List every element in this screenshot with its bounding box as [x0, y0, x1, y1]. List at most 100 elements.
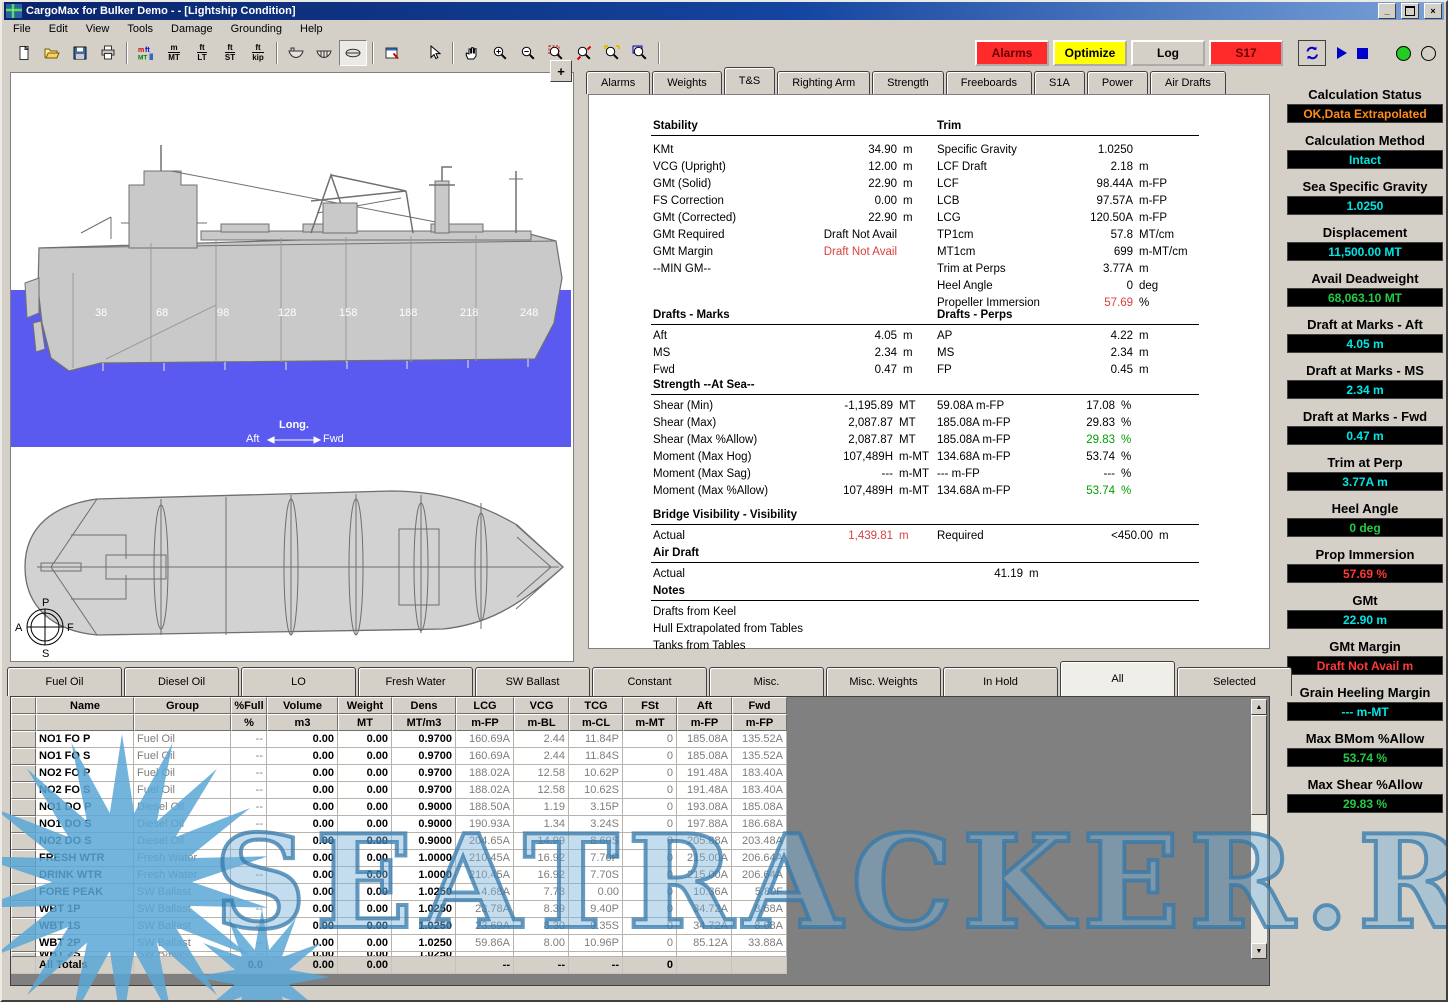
tank-row-wbt-1s[interactable]: WBT 1S SW Ballast -- 0.00 0.00 1.0250 23.69A 8.…: [11, 918, 1269, 935]
tank-tab-fuel-oil[interactable]: Fuel Oil: [7, 667, 122, 696]
scroll-thumb[interactable]: [1251, 715, 1267, 815]
sync-button[interactable]: [1298, 40, 1326, 66]
indicator-draft-at-marks-aft: Draft at Marks - Aft 4.05 m: [1287, 317, 1443, 353]
fwd-label: Fwd: [323, 433, 344, 445]
zoom-in-button[interactable]: [487, 41, 513, 65]
tab-righting-arm[interactable]: Righting Arm: [777, 71, 871, 94]
minimize-button[interactable]: _: [1378, 3, 1396, 19]
tank-tab-all[interactable]: All: [1060, 661, 1175, 696]
tank-row-no2-fo-p[interactable]: NO2 FO P Fuel Oil -- 0.00 0.00 0.9700 188.02A 1…: [11, 765, 1269, 782]
frame-label-158: 158: [339, 307, 358, 319]
tab-air-drafts[interactable]: Air Drafts: [1150, 71, 1226, 94]
tank-tab-constant[interactable]: Constant: [592, 667, 707, 696]
tank-row-no1-fo-p[interactable]: NO1 FO P Fuel Oil -- 0.00 0.00 0.9700 160.69A 2…: [11, 731, 1269, 748]
menu-edit[interactable]: Edit: [48, 23, 68, 35]
tank-tab-in-hold[interactable]: In Hold: [943, 667, 1058, 696]
frame-label-218: 218: [460, 307, 479, 319]
tank-row-wbt-2p[interactable]: WBT 2P SW Ballast -- 0.00 0.00 1.0250 59.86A 8.…: [11, 935, 1269, 952]
indicator-value: Intact: [1287, 150, 1443, 169]
zoom-out-button[interactable]: [515, 41, 541, 65]
tank-tab-misc-weights[interactable]: Misc. Weights: [826, 667, 941, 696]
menu-damage[interactable]: Damage: [171, 23, 213, 35]
tab-alarms[interactable]: Alarms: [586, 71, 651, 94]
plan-view-button[interactable]: [339, 40, 367, 66]
pointer-button[interactable]: [421, 41, 447, 65]
maximize-button[interactable]: [1401, 3, 1419, 19]
section-header: Trim: [937, 120, 962, 132]
menu-view[interactable]: View: [85, 23, 110, 35]
tank-tab-sw-ballast[interactable]: SW Ballast: [475, 667, 590, 696]
tank-tab-selected[interactable]: Selected: [1177, 667, 1292, 696]
section-header: Drafts - Perps: [937, 309, 1013, 321]
compass-rose: P S A F: [15, 597, 74, 659]
bridge-visibility-row: Actual 1,439.81 m Required <450.00 m: [653, 529, 1169, 542]
tank-row-wbt-1p[interactable]: WBT 1P SW Ballast -- 0.00 0.00 1.0250 23.78A 8.…: [11, 901, 1269, 918]
zoom-previous-button[interactable]: [599, 41, 625, 65]
tab-freeboards[interactable]: Freeboards: [945, 71, 1033, 94]
zoom-dynamic-icon: [576, 45, 592, 61]
unit-ft-LT-button[interactable]: ft LT: [189, 41, 215, 65]
vertical-scrollbar[interactable]: ▲ ▼: [1251, 699, 1267, 959]
tank-row-fore-peak[interactable]: FORE PEAK SW Ballast -- 0.00 0.00 1.0250 4.68A…: [11, 884, 1269, 901]
indicator-max-bmom-allow: Max BMom %Allow 53.74 %: [1287, 731, 1443, 767]
log-button[interactable]: Log: [1131, 40, 1205, 66]
tab-s1a[interactable]: S1A: [1034, 71, 1085, 94]
open-file-button[interactable]: [39, 41, 65, 65]
tank-row-no2-do-s[interactable]: NO2 DO S Diesel Oil -- 0.00 0.00 0.9000 204.65…: [11, 833, 1269, 850]
tank-row-no1-do-s[interactable]: NO1 DO S Diesel Oil -- 0.00 0.00 0.9000 190.93…: [11, 816, 1269, 833]
report-button[interactable]: [379, 41, 405, 65]
pointer-icon: [430, 45, 442, 60]
close-button[interactable]: ×: [1424, 3, 1442, 19]
section-divider: [651, 324, 1199, 325]
pan-button[interactable]: [459, 41, 485, 65]
alarms-button[interactable]: Alarms: [975, 40, 1049, 66]
zoom-dynamic-button[interactable]: [571, 41, 597, 65]
ship-view-panel[interactable]: P S A F 38 68 98 128 158 188 218 248 Long. Aft …: [10, 72, 574, 662]
tank-row-fresh-wtr[interactable]: FRESH WTR Fresh Water -- 0.00 0.00 1.0000 210.…: [11, 850, 1269, 867]
tank-row-drink-wtr[interactable]: DRINK WTR Fresh Water -- 0.00 0.00 1.0000 210.…: [11, 867, 1269, 884]
menu-help[interactable]: Help: [300, 23, 323, 35]
led-off-icon: [1421, 45, 1436, 61]
tab-weights[interactable]: Weights: [652, 71, 722, 94]
zoom-window-button[interactable]: [627, 41, 653, 65]
tank-tab-diesel-oil[interactable]: Diesel Oil: [124, 667, 239, 696]
scroll-down-button[interactable]: ▼: [1251, 943, 1267, 959]
indicator-value: 0.47 m: [1287, 426, 1443, 445]
unit-ft-ST-button[interactable]: ft ST: [217, 41, 243, 65]
tank-row-no2-fo-s[interactable]: NO2 FO S Fuel Oil -- 0.00 0.00 0.9700 188.02A 1…: [11, 782, 1269, 799]
tank-row-no1-fo-s[interactable]: NO1 FO S Fuel Oil -- 0.00 0.00 0.9700 160.69A 2…: [11, 748, 1269, 765]
s17-button[interactable]: S17: [1209, 40, 1283, 66]
save-button[interactable]: [67, 41, 93, 65]
tab-power[interactable]: Power: [1086, 71, 1149, 94]
ts-row: GMt (Solid) 22.90 m: [653, 177, 913, 190]
zoom-area-icon: [548, 45, 563, 60]
tab-t-s[interactable]: T&S: [723, 67, 776, 94]
ts-row: GMt Required Draft Not Avail: [653, 228, 897, 241]
indicator-calculation-status: Calculation Status OK,Data Extrapolated: [1287, 87, 1443, 123]
tank-tab-lo[interactable]: LO: [241, 667, 356, 696]
tank-tab-misc-[interactable]: Misc.: [709, 667, 824, 696]
expand-view-button[interactable]: +: [550, 60, 572, 82]
new-file-button[interactable]: [11, 41, 37, 65]
stop-icon[interactable]: [1357, 47, 1368, 59]
sync-icon: [1306, 46, 1318, 60]
note-line: Tanks from Tables: [653, 639, 746, 652]
print-button[interactable]: [95, 41, 121, 65]
ts-row: MS 2.34 m: [653, 346, 913, 359]
tab-strength[interactable]: Strength: [872, 71, 944, 94]
tank-tab-fresh-water[interactable]: Fresh Water: [358, 667, 473, 696]
menu-grounding[interactable]: Grounding: [230, 23, 282, 35]
menu-tools[interactable]: Tools: [127, 23, 154, 35]
unit-m-MT-button[interactable]: m MT: [161, 41, 187, 65]
scroll-up-button[interactable]: ▲: [1251, 699, 1267, 715]
tank-row-no1-do-p[interactable]: NO1 DO P Diesel Oil -- 0.00 0.00 0.9000 188.50…: [11, 799, 1269, 816]
play-icon[interactable]: [1337, 47, 1347, 59]
section-header: Notes: [653, 585, 685, 597]
profile-view-button[interactable]: [283, 41, 309, 65]
units-color-button[interactable]: m ft MT: [133, 41, 159, 65]
unit-ft-kip-button[interactable]: ft kip: [245, 41, 271, 65]
menu-file[interactable]: File: [13, 23, 31, 35]
section-view-button[interactable]: [311, 41, 337, 65]
optimize-button[interactable]: Optimize: [1053, 40, 1127, 66]
